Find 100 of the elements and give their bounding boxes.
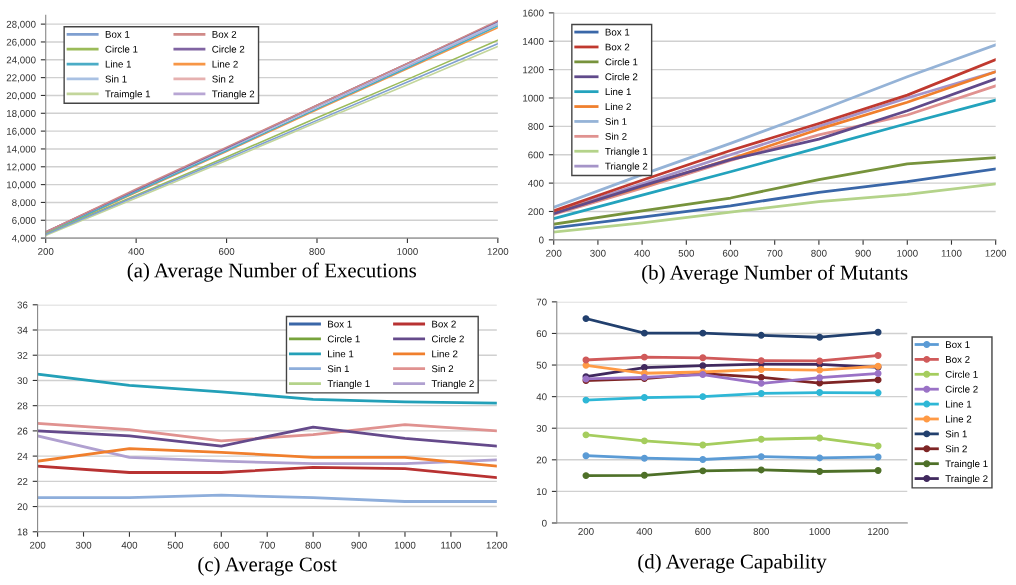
y-tick-label: 24,000	[6, 56, 36, 65]
x-tick-label: 1000	[397, 248, 418, 255]
legend-label: Triangle 1	[605, 147, 648, 157]
legend-label: Traimgle 1	[105, 90, 151, 100]
y-tick-label: 400	[528, 179, 544, 187]
x-tick-label: 600	[722, 249, 739, 257]
y-tick-label: 36	[17, 301, 28, 309]
y-tick-label: 0	[538, 236, 544, 244]
legend-label: Line 2	[946, 415, 972, 423]
legend-label: Line 1	[605, 88, 631, 96]
legend-label: Traingle 2	[945, 474, 988, 484]
legend-label: Triangle 2	[605, 162, 648, 172]
y-tick-label: 20	[17, 503, 28, 511]
y-tick-label: 1200	[523, 66, 544, 74]
y-tick-label: 30	[17, 377, 28, 385]
y-tick-label: 40	[536, 393, 547, 401]
x-tick-label: 700	[259, 541, 275, 549]
x-tick-label: 300	[590, 249, 606, 257]
y-tick-label: 20,000	[6, 92, 36, 101]
legend-label: Circle 1	[945, 370, 978, 378]
y-tick-label: 1600	[523, 9, 544, 17]
legend-label: Circle 2	[431, 335, 464, 343]
x-tick-label: 800	[811, 249, 827, 257]
y-tick-label: 22,000	[6, 74, 36, 83]
legend-label: Sin 1	[945, 430, 967, 438]
y-tick-label: 32	[17, 351, 28, 359]
x-tick-label: 600	[695, 528, 711, 535]
legend-label: Line 2	[212, 60, 238, 68]
x-tick-label: 400	[634, 249, 650, 257]
legend-label: Box 2	[212, 30, 237, 38]
x-tick-label: 900	[351, 541, 367, 549]
y-tick-label: 20	[536, 456, 547, 464]
x-tick-label: 200	[38, 248, 54, 255]
y-tick-label: 4,000	[11, 234, 36, 243]
y-tick-label: 26,000	[6, 38, 36, 47]
legend-label: Sin 2	[605, 132, 627, 140]
legend-label: Box 2	[432, 320, 456, 328]
legend-label: Line 1	[328, 350, 354, 358]
legend-label: Sin 1	[605, 117, 627, 125]
legend-label: Box 1	[105, 31, 130, 38]
y-tick-label: 16,000	[7, 127, 36, 136]
x-tick-label: 500	[678, 249, 695, 257]
legend-label: Triangle 2	[212, 90, 255, 100]
y-tick-label: 18	[17, 528, 28, 536]
y-tick-label: 70	[536, 298, 547, 306]
y-tick-label: 28,000	[6, 20, 36, 29]
x-tick-label: 200	[578, 528, 594, 535]
y-tick-label: 200	[528, 208, 544, 216]
legend-label: Triangle 1	[327, 379, 370, 389]
y-tick-label: 600	[528, 151, 544, 159]
y-tick-label: 30	[536, 424, 547, 432]
legend-label: Box 1	[328, 320, 352, 328]
y-tick-label: 1400	[523, 37, 544, 45]
legend-label: Line 1	[105, 60, 131, 68]
y-tick-label: 34	[17, 326, 28, 334]
y-tick-label: 60	[536, 330, 547, 338]
x-tick-label: 800	[753, 528, 769, 535]
legend-label: Triangle 2	[431, 379, 474, 389]
legend-label: Circle 1	[105, 45, 138, 53]
x-tick-label: 600	[213, 541, 230, 549]
y-tick-label: 26	[17, 427, 28, 435]
y-tick-label: 28	[17, 402, 28, 410]
legend-label: Sin 1	[327, 365, 349, 373]
legend-label: Sin 1	[105, 75, 127, 83]
legend-label: Circle 2	[605, 73, 638, 81]
x-tick-label: 1100	[941, 249, 962, 257]
y-tick-label: 24	[17, 452, 28, 460]
x-tick-label: 1200	[985, 249, 1007, 257]
x-tick-label: 700	[767, 249, 783, 257]
legend-label: Line 2	[432, 350, 458, 358]
x-tick-label: 200	[546, 249, 562, 257]
x-tick-label: 1200	[487, 248, 509, 255]
y-tick-label: 8,000	[12, 199, 36, 208]
legend-label: Circle 2	[212, 45, 245, 53]
legend-label: Traingle 1	[945, 460, 988, 470]
legend-label: Circle 1	[327, 335, 360, 343]
legend-label: Box 2	[946, 356, 970, 363]
y-tick-label: 12,000	[7, 163, 36, 172]
y-tick-label: 18,000	[7, 110, 36, 119]
x-tick-label: 1200	[486, 541, 508, 549]
x-tick-label: 1000	[809, 528, 831, 535]
x-tick-label: 800	[309, 248, 325, 255]
text: (a) Average Number of Executions	[127, 262, 417, 282]
y-tick-label: 6,000	[12, 217, 36, 226]
x-tick-label: 1000	[897, 249, 918, 257]
y-tick-label: 22	[17, 478, 28, 485]
y-tick-label: 1000	[523, 94, 544, 102]
legend-label: Sin 2	[945, 445, 967, 453]
y-tick-label: 10	[536, 488, 547, 496]
y-tick-label: 14,000	[7, 145, 36, 154]
x-tick-label: 400	[128, 248, 144, 255]
y-tick-label: 10,000	[7, 181, 36, 190]
legend-label: Circle 1	[605, 58, 638, 66]
text: (c) Average Cost	[198, 556, 337, 576]
x-tick-label: 900	[855, 249, 871, 257]
legend-label: Line 1	[946, 400, 972, 408]
y-tick-label: 800	[528, 123, 544, 130]
legend-label: Line 2	[605, 102, 631, 111]
legend-label: Box 2	[605, 43, 630, 51]
x-tick-label: 1200	[868, 528, 889, 535]
